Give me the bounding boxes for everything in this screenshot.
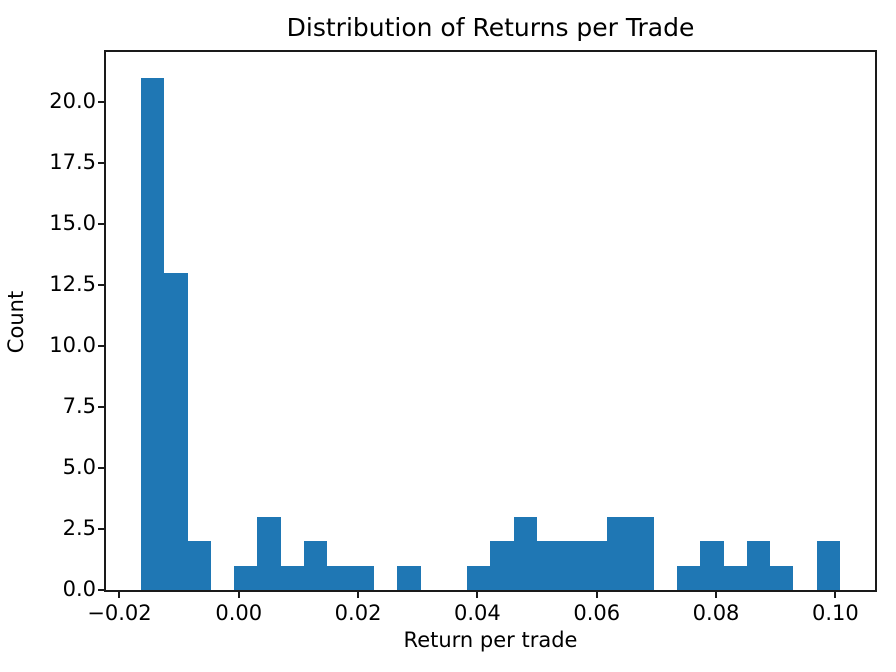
x-tick-mark bbox=[118, 591, 121, 598]
histogram-bar bbox=[513, 516, 538, 590]
histogram-bar bbox=[304, 541, 328, 590]
histogram-bar bbox=[676, 565, 701, 590]
histogram-bar bbox=[746, 541, 771, 590]
y-tick-label: 2.5 bbox=[62, 516, 96, 540]
x-tick-mark bbox=[595, 591, 598, 598]
histogram-bar bbox=[397, 565, 421, 590]
y-tick-mark bbox=[98, 406, 105, 408]
histogram-bar bbox=[490, 541, 514, 590]
y-tick-mark bbox=[98, 589, 105, 591]
histogram-bar bbox=[350, 565, 374, 590]
plot-area bbox=[106, 52, 875, 590]
histogram-bar bbox=[583, 541, 607, 590]
y-tick-label: 20.0 bbox=[49, 89, 96, 114]
y-tick-mark bbox=[98, 345, 105, 347]
y-tick-label: 10.0 bbox=[49, 333, 96, 357]
x-tick-label: 0.10 bbox=[811, 601, 859, 625]
y-tick-label: 12.5 bbox=[49, 272, 96, 296]
histogram-bar bbox=[723, 565, 747, 590]
chart-title: Distribution of Returns per Trade bbox=[286, 13, 695, 42]
histogram-bar bbox=[257, 516, 281, 590]
histogram-bar bbox=[770, 565, 794, 590]
x-tick-mark bbox=[834, 591, 837, 598]
histogram-bar bbox=[537, 541, 561, 590]
y-tick-mark bbox=[98, 162, 105, 165]
histogram-bar bbox=[816, 541, 841, 590]
histogram-bar bbox=[606, 516, 631, 590]
y-tick-label: 0.0 bbox=[62, 577, 96, 601]
y-tick-label: 15.0 bbox=[49, 211, 96, 235]
x-tick-label: 0.02 bbox=[334, 601, 382, 625]
histogram-bar bbox=[467, 565, 491, 590]
histogram-bar bbox=[280, 565, 305, 590]
y-tick-mark bbox=[98, 101, 105, 104]
x-tick-label: 0.04 bbox=[454, 601, 501, 625]
histogram-bar bbox=[327, 565, 351, 590]
y-tick-label: 17.5 bbox=[49, 150, 96, 175]
x-tick-mark bbox=[715, 591, 718, 598]
x-tick-label: −0.02 bbox=[87, 601, 152, 625]
y-tick-mark bbox=[98, 467, 105, 469]
histogram-bar bbox=[630, 516, 654, 590]
x-axis-label: Return per trade bbox=[403, 628, 578, 652]
x-tick-label: 0.00 bbox=[215, 601, 263, 625]
y-tick-mark bbox=[98, 528, 105, 530]
histogram-bar bbox=[187, 541, 211, 590]
histogram-bar bbox=[560, 541, 584, 590]
y-tick-label: 5.0 bbox=[62, 455, 96, 479]
x-tick-mark bbox=[237, 591, 240, 598]
histogram-bar bbox=[700, 541, 724, 590]
y-tick-mark bbox=[98, 223, 105, 225]
y-tick-label: 7.5 bbox=[62, 394, 96, 418]
histogram-bar bbox=[140, 77, 165, 590]
y-tick-mark bbox=[98, 284, 105, 286]
x-tick-label: 0.08 bbox=[692, 601, 740, 625]
x-tick-mark bbox=[357, 591, 360, 598]
x-tick-mark bbox=[476, 591, 479, 598]
histogram-bar bbox=[234, 565, 258, 590]
x-tick-label: 0.06 bbox=[573, 601, 621, 625]
histogram-bar bbox=[164, 272, 188, 590]
